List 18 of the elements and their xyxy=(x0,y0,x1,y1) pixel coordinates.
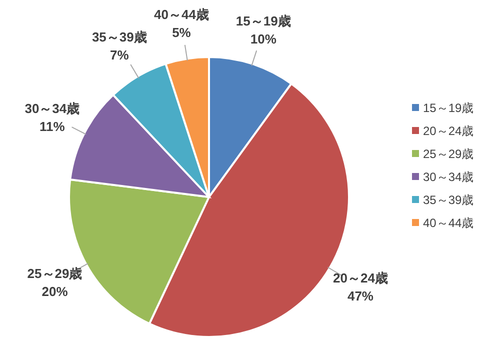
legend-label: 30～34歳 xyxy=(423,170,474,184)
legend-label: 15～19歳 xyxy=(423,101,474,115)
slice-label: 35～39歳 xyxy=(92,30,147,45)
legend-label: 25～29歳 xyxy=(423,147,474,161)
slice-label: 25～29歳 xyxy=(27,266,82,281)
legend-label: 40～44歳 xyxy=(423,216,474,230)
slice-label: 40～44歳 xyxy=(154,7,209,22)
slice-label: 30～34歳 xyxy=(24,101,80,116)
legend-label: 35～39歳 xyxy=(423,193,474,207)
data-label: 10% xyxy=(250,32,277,47)
data-label: 47% xyxy=(347,288,374,304)
data-label: 7% xyxy=(110,48,130,63)
legend-label: 20～24歳 xyxy=(423,124,474,138)
data-label: 11% xyxy=(40,119,66,134)
data-label: 20% xyxy=(42,284,68,299)
slice-label: 20～24歳 xyxy=(333,270,388,286)
slice-label: 15～19歳 xyxy=(236,14,291,29)
data-label: 5% xyxy=(172,25,192,40)
